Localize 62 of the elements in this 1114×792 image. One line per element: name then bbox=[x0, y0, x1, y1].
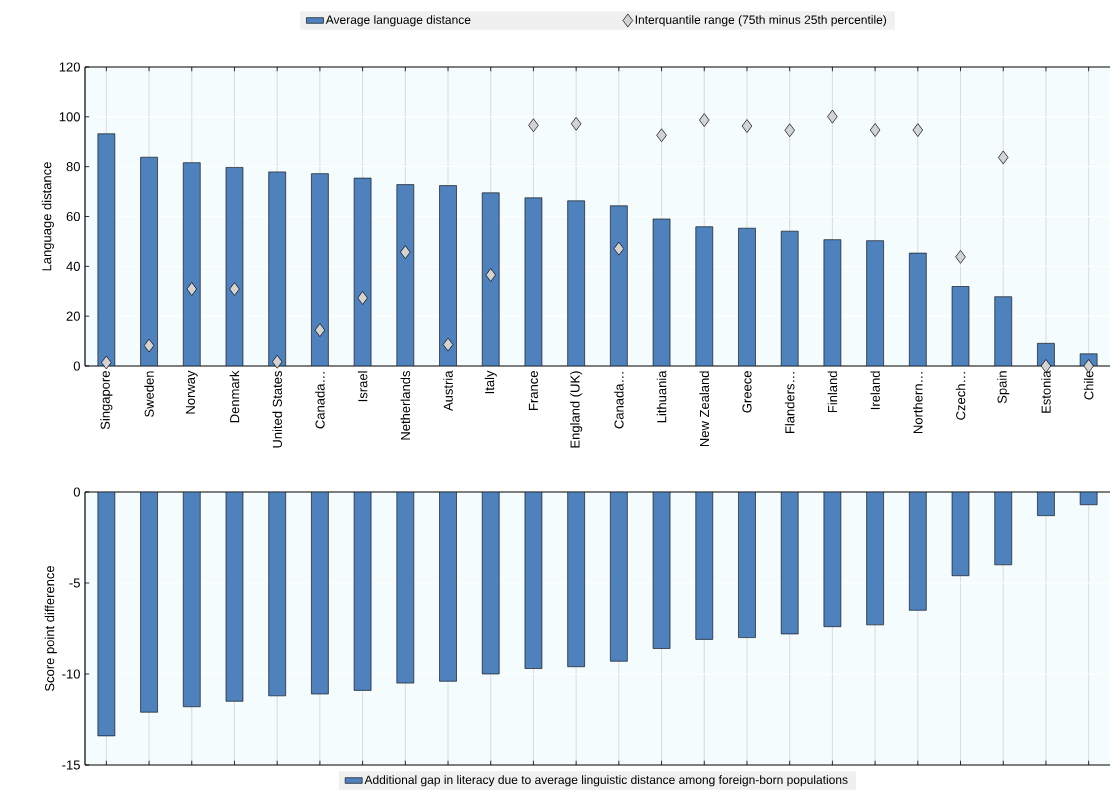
y-axis-title: Language distance bbox=[41, 162, 54, 271]
point bbox=[143, 338, 155, 353]
legend-label: Average language distance bbox=[325, 15, 471, 27]
y-tick-label: 0 bbox=[73, 361, 80, 371]
x-tick-label: Spain bbox=[997, 371, 1010, 404]
point bbox=[271, 354, 283, 369]
x-tick-label: Netherlands bbox=[400, 371, 411, 440]
point bbox=[528, 118, 539, 133]
point bbox=[613, 241, 625, 256]
x-tick-label: United States bbox=[272, 371, 282, 448]
x-tick-label: France bbox=[528, 371, 538, 410]
y-tick-label: 100 bbox=[59, 112, 80, 122]
x-tick-label: Canada… bbox=[614, 372, 624, 429]
point bbox=[955, 250, 966, 264]
x-tick-label: Chile bbox=[1083, 371, 1094, 400]
point bbox=[314, 323, 326, 337]
y-tick-label: 0 bbox=[73, 487, 80, 497]
point bbox=[699, 113, 710, 127]
point bbox=[656, 128, 667, 143]
point bbox=[357, 291, 368, 305]
y-tick-label: 60 bbox=[66, 211, 80, 222]
y-tick-label: -15 bbox=[62, 760, 80, 770]
x-tick-label: Sweden bbox=[144, 371, 154, 417]
y-tick-label: 40 bbox=[66, 261, 80, 271]
point bbox=[912, 123, 924, 137]
x-tick-label: New Zealand bbox=[699, 371, 710, 447]
point bbox=[827, 109, 838, 124]
x-tick-label: Canada… bbox=[315, 372, 325, 429]
x-tick-label: Italy bbox=[484, 370, 497, 394]
y-tick-label: 20 bbox=[66, 311, 80, 321]
x-tick-label: Greece bbox=[742, 371, 752, 413]
point bbox=[869, 123, 881, 137]
y-tick-label: -10 bbox=[62, 669, 80, 679]
y-tick-label: -5 bbox=[69, 578, 80, 588]
point bbox=[570, 116, 582, 131]
legend-label: Interquantile range (75th minus 25th percentile) bbox=[635, 15, 887, 27]
x-tick-label: Flanders… bbox=[784, 372, 795, 434]
x-tick-label: Finland bbox=[827, 371, 838, 413]
point bbox=[784, 123, 795, 138]
x-tick-label: Ireland bbox=[870, 371, 880, 410]
point bbox=[101, 355, 112, 370]
x-tick-label: Czech… bbox=[955, 372, 966, 420]
x-tick-label: Estonia bbox=[1041, 370, 1051, 413]
point bbox=[998, 150, 1009, 165]
x-tick-label: Austria bbox=[443, 370, 453, 411]
legend-label: Additional gap in literacy due to average linguistic distance among foreign-born populations bbox=[364, 775, 848, 787]
x-tick-label: Lithuania bbox=[656, 370, 667, 423]
x-tick-label: Singapore bbox=[100, 371, 113, 430]
x-tick-label: Israel bbox=[357, 371, 368, 402]
point bbox=[442, 337, 454, 352]
point bbox=[229, 282, 240, 296]
point bbox=[400, 245, 411, 259]
y-tick-label: 120 bbox=[59, 62, 80, 72]
x-tick-label: Norway bbox=[185, 370, 198, 414]
y-axis-title: Score point difference bbox=[44, 565, 57, 692]
point bbox=[485, 268, 496, 282]
point bbox=[741, 119, 753, 133]
x-tick-label: Denmark bbox=[229, 370, 240, 423]
y-tick-label: 80 bbox=[66, 162, 80, 172]
x-tick-label: Northern… bbox=[913, 372, 923, 434]
point bbox=[186, 282, 197, 296]
x-tick-label: England (UK) bbox=[570, 371, 583, 448]
